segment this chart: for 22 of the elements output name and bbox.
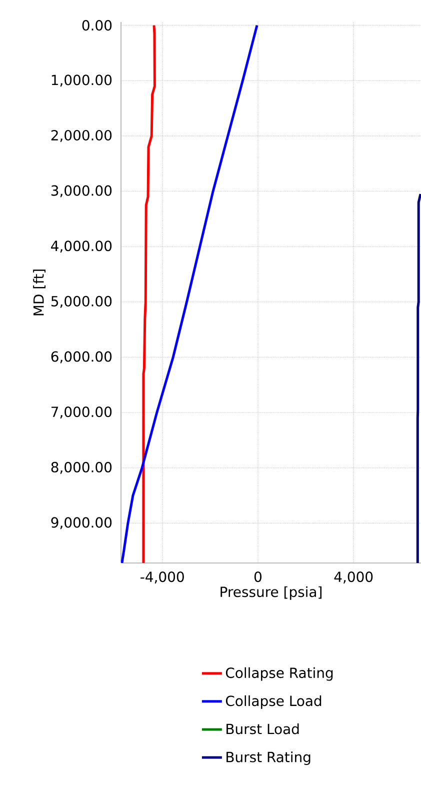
y-axis-title: MD [ft]: [32, 270, 46, 316]
x-tick-label: 4,000: [334, 572, 372, 584]
y-tick-label: 6,000.00: [51, 351, 112, 364]
y-tick-label: 4,000.00: [50, 240, 112, 253]
y-tick-label: 1,000.00: [52, 74, 112, 87]
y-tick-label: 3,000.00: [51, 185, 112, 198]
legend-label: Collapse Load: [226, 695, 321, 709]
line-series: [142, 24, 156, 564]
legend-label: Burst Rating: [226, 752, 310, 765]
x-axis-title: Pressure [psia]: [220, 586, 322, 600]
y-tick-label: 0.00: [82, 20, 112, 31]
x-tick-label: -4,000: [140, 572, 184, 584]
y-tick-label: 2,000.00: [51, 130, 112, 142]
y-tick-label: 8,000.00: [51, 462, 112, 474]
x-tick-label: 0: [254, 572, 262, 582]
y-tick-label: 5,000.00: [51, 296, 112, 308]
line-series: [416, 192, 421, 564]
legend-label: Collapse Rating: [226, 667, 332, 681]
legend-label: Burst Load: [226, 723, 299, 734]
y-tick-label: 9,000.00: [51, 517, 112, 530]
y-tick-label: 7,000.00: [51, 406, 112, 419]
line-series: [120, 24, 258, 564]
